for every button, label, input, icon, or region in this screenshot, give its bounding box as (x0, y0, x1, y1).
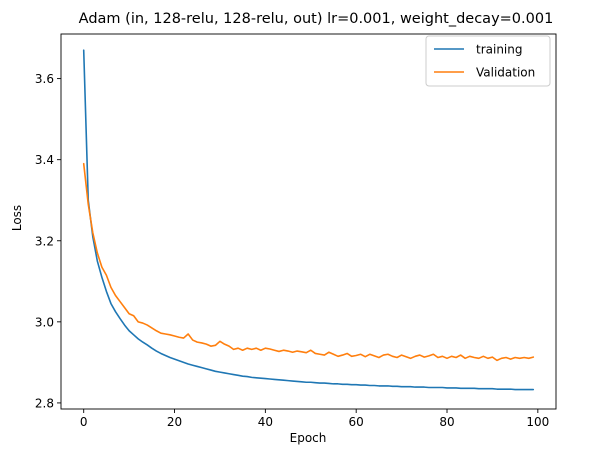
y-axis-label: Loss (10, 205, 24, 231)
series-line-training (82, 49, 535, 391)
chart-title: Adam (in, 128-relu, 128-relu, out) lr=0.… (79, 11, 554, 27)
y-tick-label: 3.4 (35, 153, 54, 167)
y-tick-label: 2.8 (35, 396, 54, 410)
x-tick-label: 80 (439, 415, 454, 429)
x-tick-label: 40 (258, 415, 273, 429)
series-line-validation (82, 162, 535, 362)
legend: training Validation (425, 35, 551, 87)
x-axis: 0 20 40 60 80 100 (80, 409, 549, 429)
x-tick-label: 0 (80, 415, 88, 429)
legend-label-training: training (476, 43, 523, 57)
y-tick-label: 3.2 (35, 234, 54, 248)
x-tick-label: 100 (526, 415, 549, 429)
y-tick-label: 3.0 (35, 315, 54, 329)
x-tick-label: 20 (167, 415, 182, 429)
x-tick-label: 60 (349, 415, 364, 429)
y-axis: 2.8 3.0 3.2 3.4 3.6 (35, 72, 61, 410)
y-tick-label: 3.6 (35, 72, 54, 86)
plot-frame (60, 33, 557, 410)
plot-area (60, 33, 557, 410)
x-axis-label: Epoch (290, 431, 327, 445)
legend-label-validation: Validation (476, 66, 535, 80)
